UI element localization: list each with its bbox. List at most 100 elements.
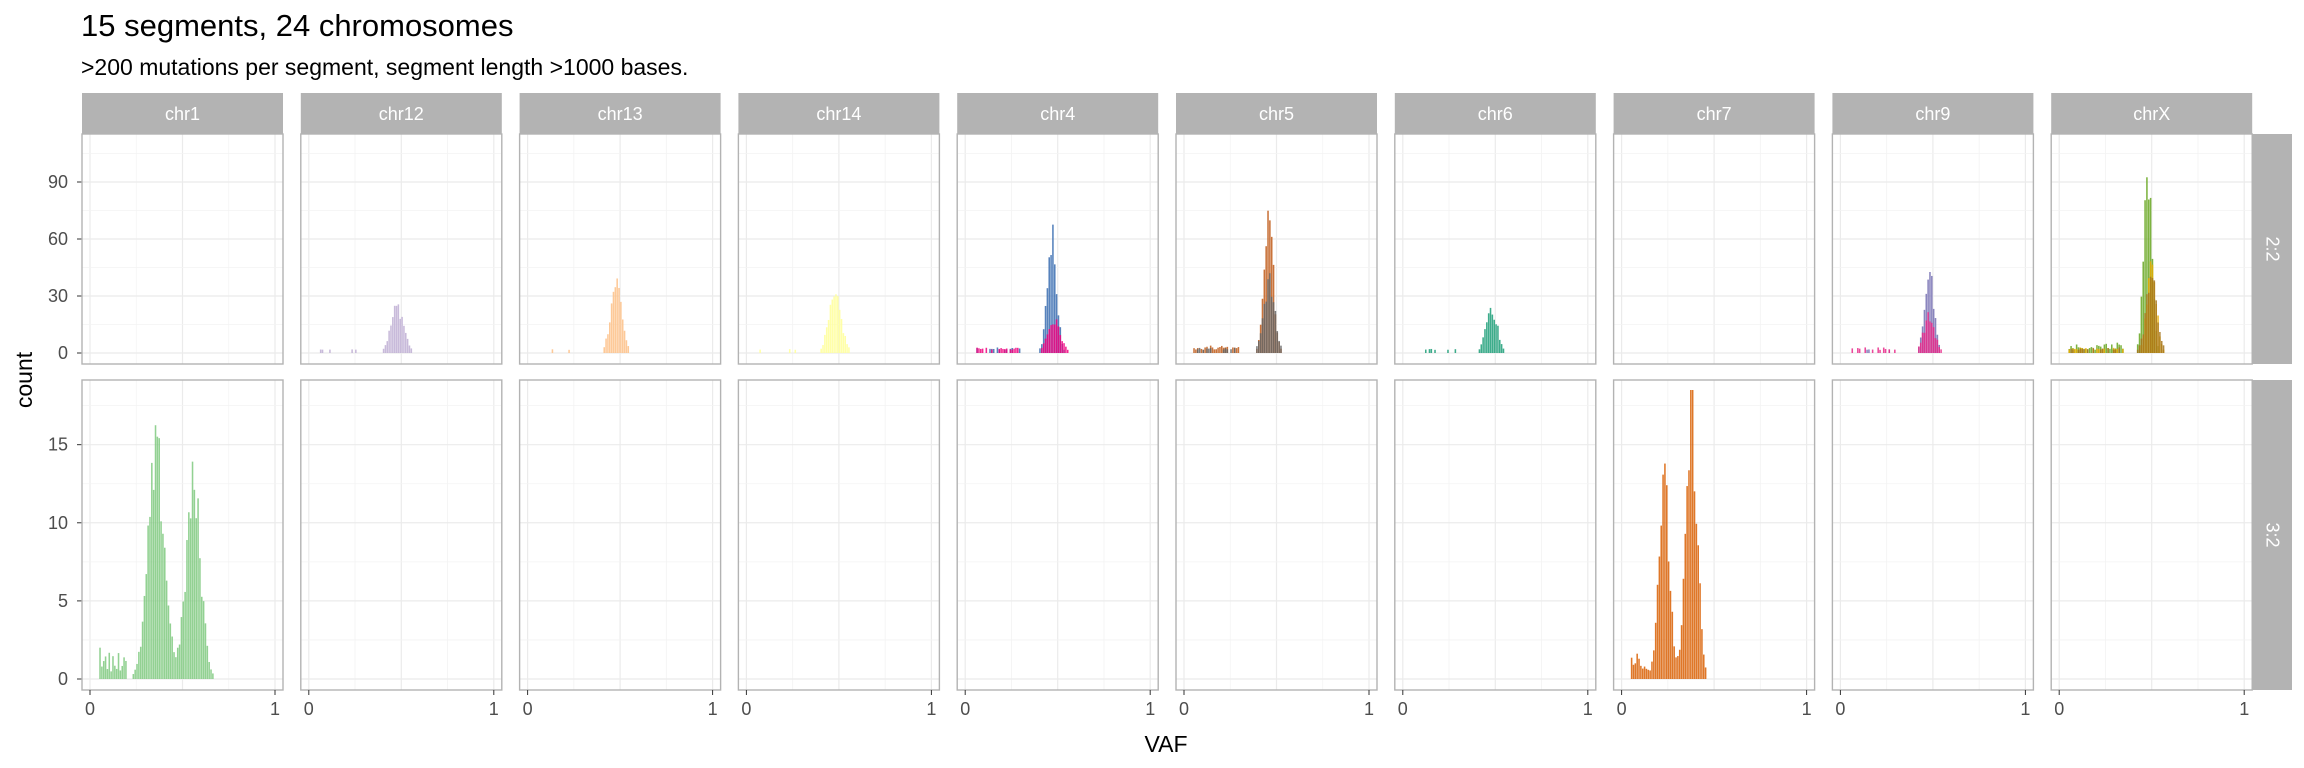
histogram-bar [351,349,353,353]
histogram-bar [2105,343,2107,353]
histogram-bar [1061,341,1063,353]
histogram-bar [1430,348,1433,353]
column-strip-label: chr13 [598,104,643,124]
histogram-bar [1044,305,1047,353]
panel-chrX-2-2 [2050,133,2253,365]
histogram-bar [1041,347,1043,353]
column-strip-label: chr1 [165,104,200,124]
histogram-bar [1267,279,1269,353]
histogram-bar [1871,349,1874,353]
histogram-bar [1643,666,1646,679]
x-tick-label: 0 [1835,699,1845,719]
y-tick-label: 5 [58,591,68,611]
histogram-bar [104,656,107,679]
histogram-bar [112,656,114,679]
histogram-bar [212,673,214,679]
histogram-bar [1042,329,1045,353]
histogram-bar [1500,344,1503,353]
histogram-bar [837,296,839,353]
histogram-bar [1640,665,1642,679]
histogram-bar [1932,327,1935,353]
histogram-bar [1691,390,1694,679]
histogram-bar [197,498,199,679]
histogram-bar [2153,280,2156,353]
histogram-bar [2144,200,2146,353]
histogram-bar [164,547,166,679]
histogram-bar [2151,277,2154,353]
x-tick-label: 1 [489,699,499,719]
histogram-bar [1002,348,1004,353]
histogram-bar [2116,348,2119,353]
column-strip-chr5 [1176,93,1377,134]
histogram-bar [2098,349,2100,353]
histogram-bar [355,349,357,353]
histogram-bar [147,525,149,679]
histogram-bar [175,657,177,679]
histogram-bar [989,348,991,353]
histogram-bar [1682,578,1685,679]
histogram-bar [1195,349,1197,353]
histogram-bar [2118,347,2120,353]
panel-chr1-3-2 [81,379,284,691]
column-strip-label: chr7 [1697,104,1732,124]
x-tick-label: 0 [85,699,95,719]
histogram-bar [1927,312,1929,353]
histogram-bar [1235,348,1238,353]
histogram-bar [992,348,995,353]
histogram-bar [1499,339,1501,353]
histogram-bar [1489,307,1492,353]
histogram-bar [1879,349,1881,353]
histogram-bar [2148,292,2150,353]
column-strip-chr14 [738,93,940,134]
histogram-bar [388,330,390,353]
histogram-bar [1487,313,1490,353]
histogram-bar [1695,523,1698,679]
column-strip-chr13 [519,93,721,134]
chart-title: 15 segments, 24 chromosomes [81,8,514,43]
histogram-bar [403,325,405,353]
histogram-bar [1703,654,1705,679]
histogram-bar [405,332,407,353]
histogram-bar [1884,348,1887,353]
histogram-bar [2146,177,2148,353]
histogram-bar [1011,349,1013,353]
histogram-bar [1671,611,1674,679]
histogram-bar [158,438,160,679]
histogram-bar [165,580,168,679]
histogram-bar [1193,348,1195,353]
histogram-bar [612,291,615,353]
histogram-bar [2159,331,2161,353]
histogram-bar [1447,349,1449,353]
histogram-bar [382,348,385,353]
histogram-bar [2120,345,2122,353]
histogram-bar [1198,347,1201,353]
histogram-bar [1233,347,1236,353]
histogram-bar [610,303,613,353]
histogram-bar [1274,310,1277,353]
histogram-bar [1265,301,1267,353]
histogram-bar [840,318,843,353]
histogram-bar [184,591,186,679]
histogram-bar [1675,657,1677,679]
x-tick-label: 1 [2239,699,2249,719]
histogram-bar [1894,349,1896,353]
histogram-bar [1213,349,1216,353]
histogram-bar [1482,337,1484,353]
panel-chr5-3-2 [1175,379,1378,691]
histogram-bar [1929,272,1931,353]
histogram-bar [1934,338,1937,353]
histogram-bar [397,304,400,353]
histogram-bar [329,349,331,353]
histogram-bar [1054,264,1056,353]
histogram-bar [1270,296,1273,353]
histogram-bar [108,652,111,679]
histogram-bar [1478,349,1481,353]
histogram-bar [1634,663,1637,679]
histogram-bar [1502,348,1505,353]
histogram-bar [1925,320,1928,353]
histogram-bar [1046,334,1049,353]
panel-border [1612,379,1816,691]
histogram-bar [145,574,148,679]
histogram-bar [1701,629,1703,679]
histogram-bar [991,349,993,353]
